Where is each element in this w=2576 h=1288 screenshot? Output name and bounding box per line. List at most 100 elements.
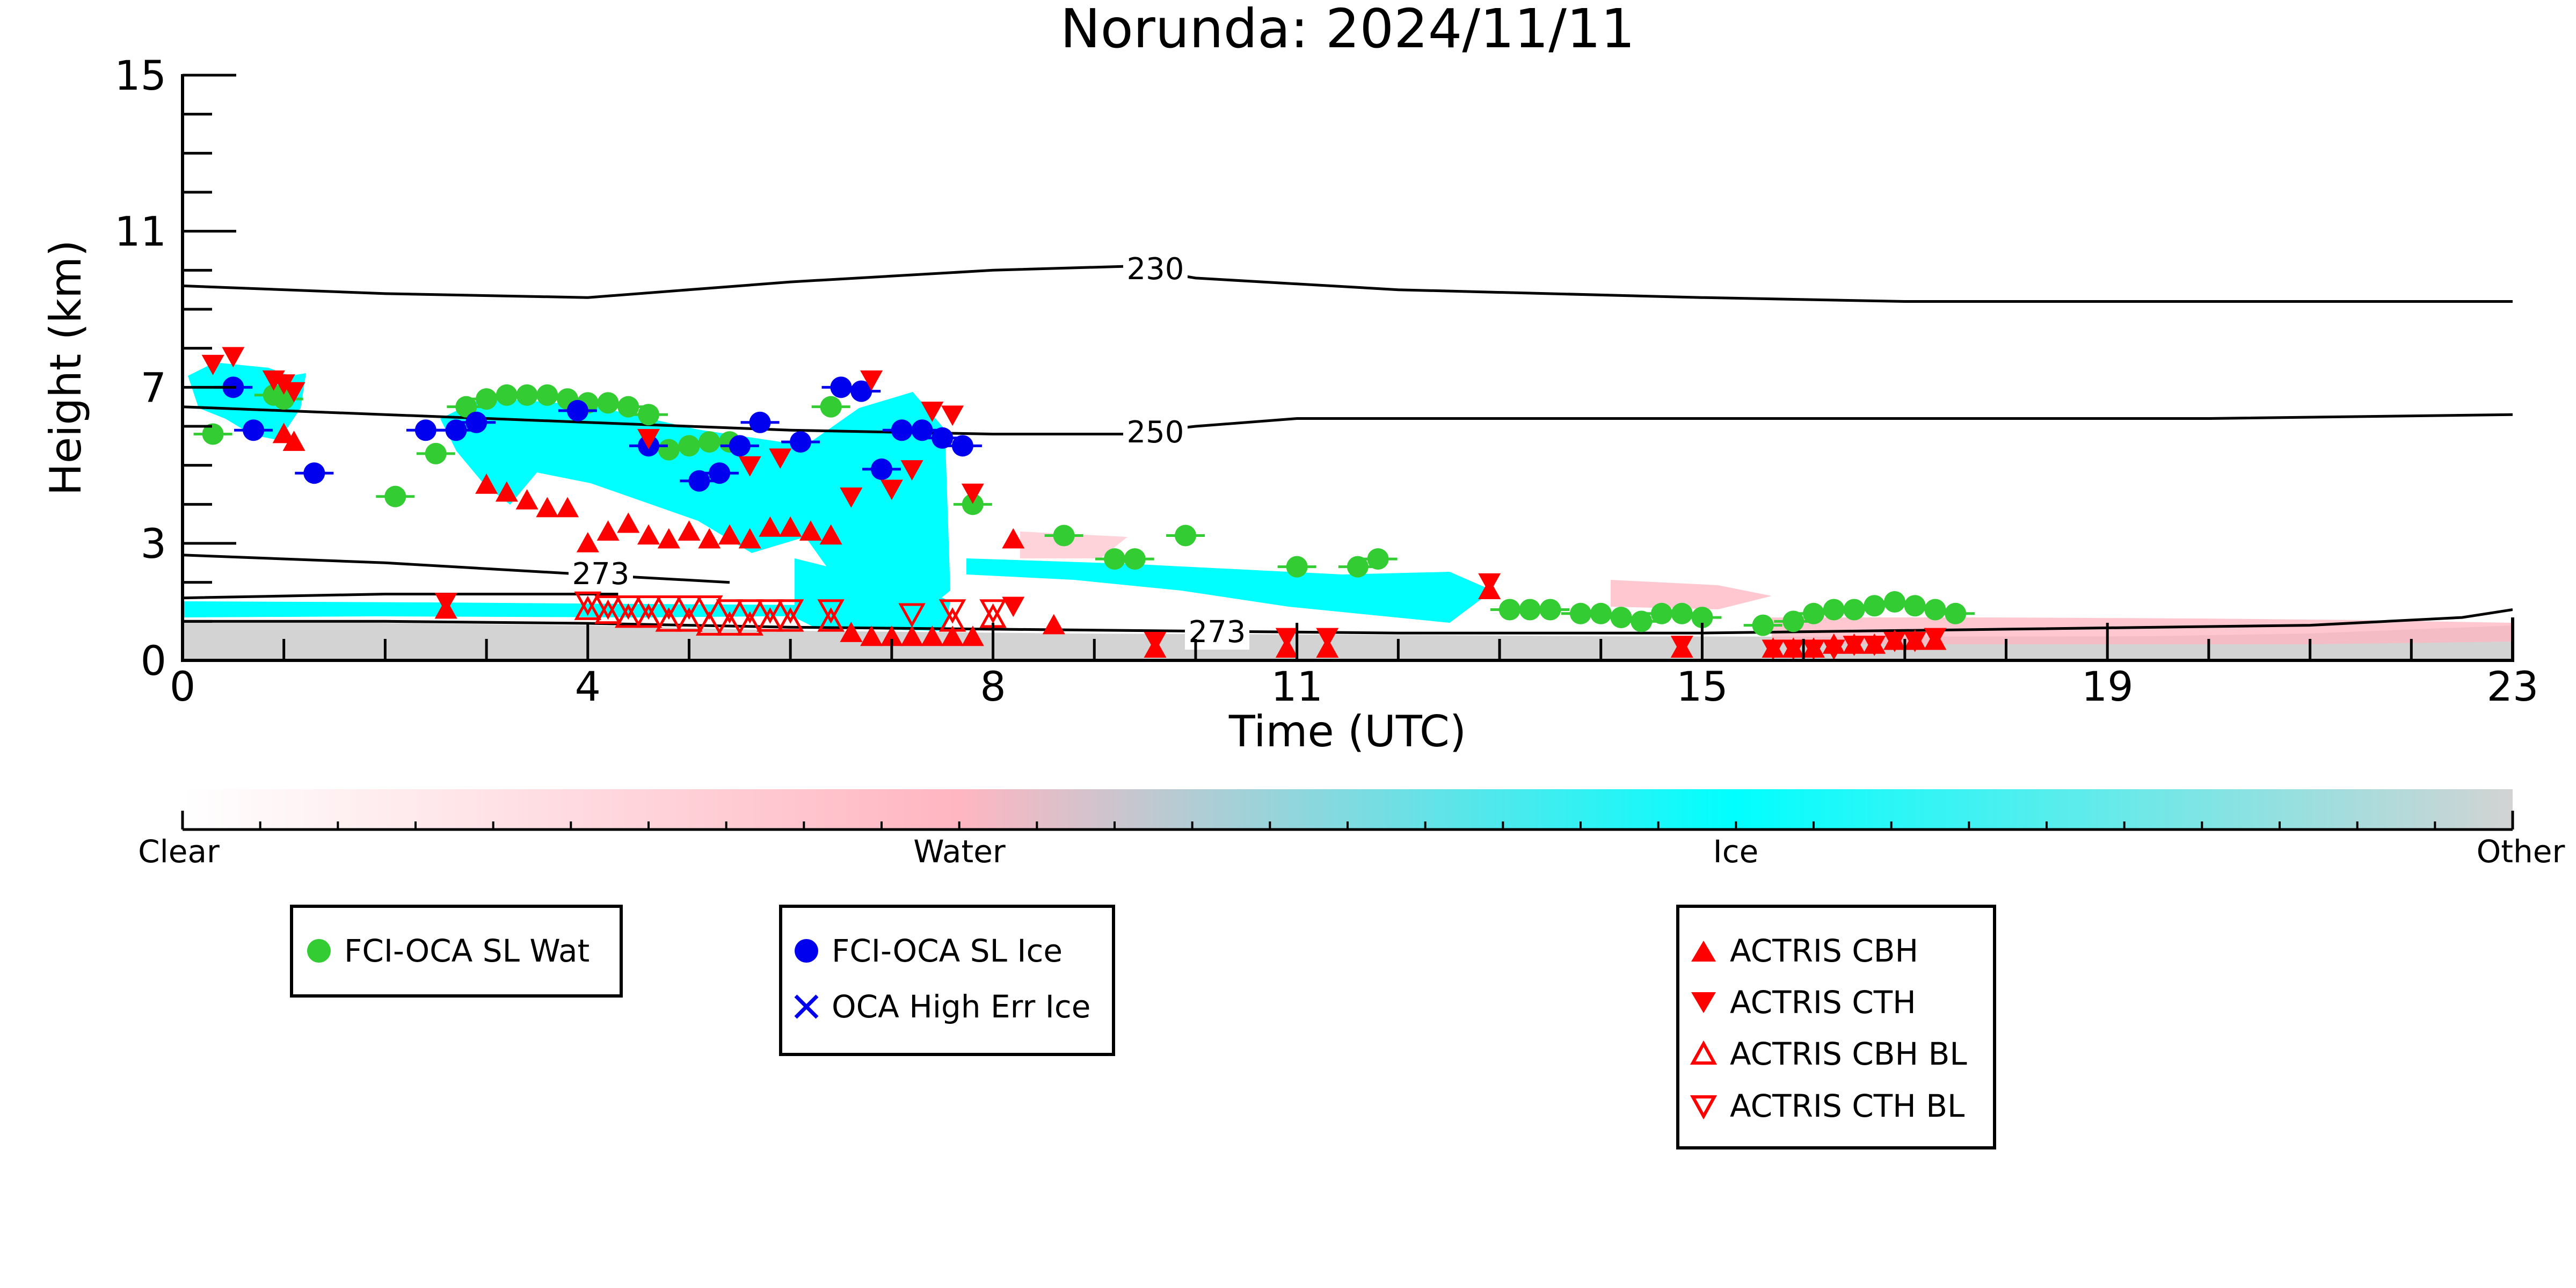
marker-fci-oca-sl-wat (384, 485, 406, 507)
marker-fci-oca-sl-wat (1691, 607, 1713, 629)
marker-actris-cbh (860, 625, 883, 646)
marker-actris-cbh (900, 625, 923, 646)
marker-actris-cth-bl (615, 595, 642, 620)
contour-label-273-lower: 273 (1189, 615, 1246, 650)
marker-actris-cbh (536, 497, 559, 518)
y-tick-label: 7 (141, 363, 166, 411)
legend-marker-cbh (1691, 941, 1716, 962)
marker-fci-oca-sl-wat (516, 384, 538, 406)
y-tick-label: 0 (141, 637, 166, 685)
marker-actris-cth (1843, 636, 1866, 656)
marker-actris-cbh (880, 625, 903, 646)
marker-fci-oca-sl-ice (465, 411, 487, 433)
chart-title: Norunda: 2024/11/11 (1060, 0, 1635, 60)
colorbar-label-clear: Clear (138, 833, 220, 870)
marker-actris-cbh (738, 528, 761, 549)
marker-fci-oca-sl-wat (678, 435, 700, 457)
colorbar-label-ice: Ice (1713, 833, 1759, 870)
contour-labels: 230 250 273 273 (569, 252, 1249, 650)
marker-actris-cbh-bl (615, 603, 642, 628)
marker-actris-cbh (718, 524, 741, 545)
marker-fci-oca-sl-ice (749, 411, 771, 433)
marker-actris-cth (1822, 639, 1845, 660)
marker-fci-oca-sl-wat (1104, 548, 1125, 570)
ice-mask-4 (966, 558, 1493, 623)
colorbar-label-other: Other (2477, 833, 2565, 870)
marker-fci-oca-sl-wat (1539, 599, 1561, 621)
marker-actris-cth (769, 448, 792, 469)
marker-fci-oca-sl-wat (638, 404, 659, 426)
marker-actris-cbh-bl (655, 607, 682, 632)
water-mask-1 (1611, 580, 1772, 609)
marker-actris-cth (1762, 639, 1785, 660)
marker-fci-oca-sl-ice (850, 380, 872, 402)
marker-fci-oca-sl-wat (496, 384, 518, 406)
marker-fci-oca-sl-ice (414, 419, 436, 441)
marker-fci-oca-sl-wat (1590, 602, 1612, 624)
x-tick-label: 0 (170, 663, 195, 710)
legend-box (779, 905, 1115, 1056)
marker-actris-cth (282, 382, 305, 403)
marker-actris-cth (1802, 639, 1825, 660)
legend-marker-cbh-bl (1690, 1040, 1718, 1065)
marker-actris-cth (1782, 639, 1805, 660)
marker-actris-cbh (799, 520, 822, 541)
marker-fci-oca-sl-wat (1124, 548, 1146, 570)
legend-marker-cth-bl (1690, 1095, 1718, 1120)
marker-actris-cth (201, 354, 224, 375)
marker-fci-oca-sl-ice (871, 458, 892, 480)
marker-fci-oca-sl-ice (830, 376, 852, 398)
marker-fci-oca-sl-wat (1883, 591, 1905, 613)
marker-fci-oca-sl-wat (1610, 607, 1632, 629)
marker-fci-oca-sl-ice (932, 427, 954, 449)
marker-actris-cbh (1042, 614, 1065, 635)
marker-actris-cbh-bl (594, 599, 622, 624)
contour-line-273 (183, 593, 618, 600)
marker-actris-cbh-bl (938, 607, 966, 632)
contour-line-273 (183, 554, 730, 584)
marker-fci-oca-sl-ice (445, 419, 467, 441)
marker-fci-oca-sl-wat (476, 388, 498, 410)
marker-actris-cbh-bl (695, 611, 723, 636)
marker-actris-cth (738, 456, 761, 477)
marker-fci-oca-sl-wat (658, 439, 680, 461)
marker-fci-oca-sl-ice (303, 462, 325, 484)
marker-actris-cbh (617, 512, 640, 533)
marker-actris-cth-bl (776, 599, 804, 624)
marker-fci-oca-sl-wat (536, 384, 558, 406)
x-tick-label: 23 (2487, 663, 2539, 710)
axes (181, 74, 2514, 662)
classification-mask (183, 362, 2513, 660)
x-axis-label: Time (UTC) (1228, 707, 1466, 756)
x-tick-label: 8 (980, 663, 1006, 710)
marker-actris-cth-bl (594, 595, 622, 620)
marker-fci-oca-sl-wat (617, 396, 639, 418)
marker-actris-cbh (921, 625, 944, 646)
contour-label-250: 250 (1127, 415, 1184, 450)
marker-actris-cbh-bl (574, 595, 602, 620)
x-tick-label: 19 (2082, 663, 2134, 710)
legend-label: FCI-OCA SL Ice (832, 933, 1063, 969)
marker-actris-cth-bl (756, 599, 784, 624)
marker-fci-oca-sl-wat (1570, 602, 1591, 624)
marker-actris-cbh-bl (817, 607, 845, 632)
marker-fci-oca-sl-wat (455, 396, 477, 418)
marker-actris-cth (222, 347, 245, 368)
marker-actris-cth-bl (938, 599, 966, 624)
y-tick-label: 3 (141, 520, 166, 567)
marker-actris-cbh (576, 532, 599, 552)
marker-actris-cbh (840, 622, 863, 642)
marker-actris-cbh (596, 520, 620, 541)
marker-fci-oca-sl-wat (1347, 556, 1369, 578)
marker-actris-cth (921, 402, 944, 422)
contour-label-230: 230 (1127, 252, 1184, 287)
marker-actris-cbh (475, 474, 498, 494)
marker-actris-cbh (282, 431, 305, 451)
marker-actris-cth (637, 429, 660, 449)
marker-actris-cth-bl (898, 603, 926, 628)
marker-fci-oca-sl-ice (688, 470, 710, 492)
legend-box (1676, 905, 1996, 1149)
marker-actris-cbh (637, 524, 660, 545)
marker-fci-oca-sl-wat (1945, 602, 1967, 624)
marker-actris-cth-bl (817, 599, 845, 624)
